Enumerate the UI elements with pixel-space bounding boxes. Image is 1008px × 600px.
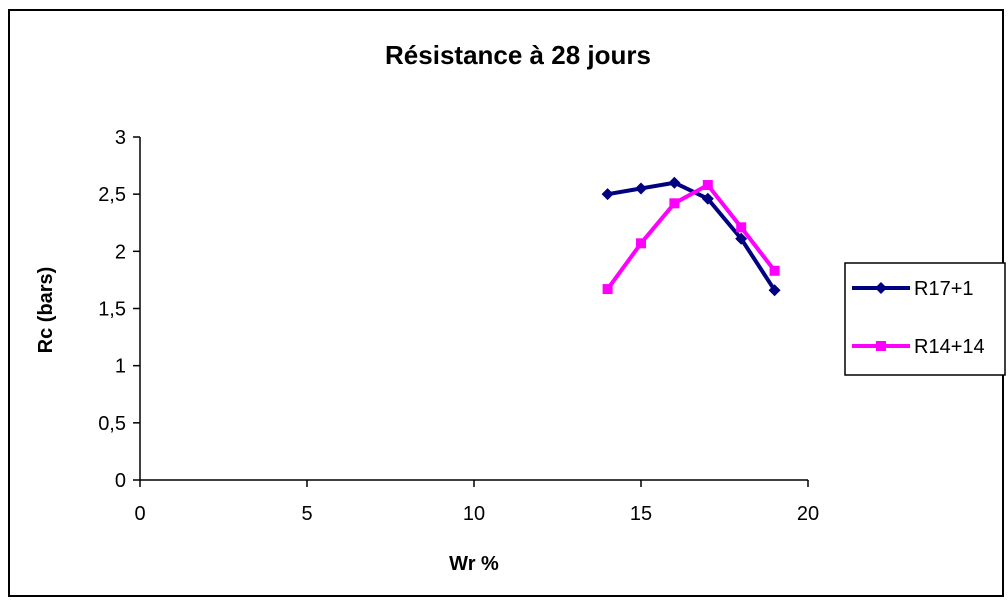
x-tick-label: 20 (797, 503, 819, 525)
legend-label: R17+1 (914, 278, 974, 300)
data-point (602, 188, 614, 200)
x-tick-label: 15 (630, 503, 652, 525)
data-point (736, 222, 746, 232)
y-tick-label: 0 (115, 470, 126, 492)
legend-label: R14+14 (914, 336, 985, 358)
y-tick-label: 0,5 (98, 413, 126, 435)
y-tick-label: 2,5 (98, 184, 126, 206)
legend-marker (876, 341, 886, 351)
data-point (703, 180, 713, 190)
series-R14+14 (603, 180, 780, 294)
x-tick-label: 10 (463, 503, 485, 525)
chart-title: Résistance à 28 jours (385, 40, 651, 70)
legend: R17+1 R14+14 (845, 263, 1005, 375)
x-axis-title: Wr % (449, 553, 499, 575)
y-tick-label: 3 (115, 127, 126, 149)
x-tick-label: 0 (134, 503, 145, 525)
series-layer (602, 177, 781, 296)
y-tick-label: 1,5 (98, 299, 126, 321)
series-line (608, 185, 775, 289)
data-point (635, 182, 647, 194)
y-tick-label: 2 (115, 241, 126, 263)
data-point (603, 284, 613, 294)
x-tick-label: 5 (301, 503, 312, 525)
data-point (636, 238, 646, 248)
y-axis-title: Rc (bars) (35, 267, 57, 354)
data-point (770, 266, 780, 276)
y-tick-label: 1 (115, 356, 126, 378)
data-point (669, 198, 679, 208)
